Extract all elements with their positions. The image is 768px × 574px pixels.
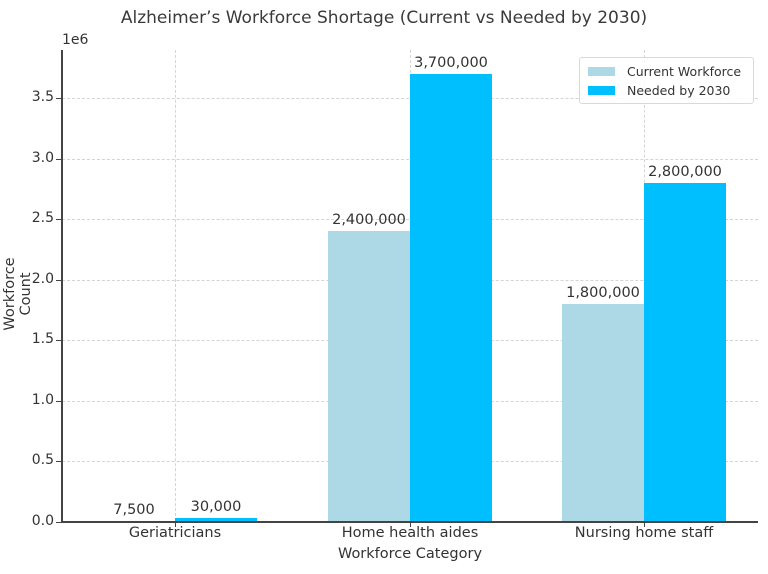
y-tick-label: 2.5 — [31, 210, 54, 227]
legend-swatch-current — [588, 66, 615, 76]
y-tick-mark — [56, 461, 61, 463]
bar-value-label: 1,800,000 — [566, 285, 640, 302]
x-tick-mark — [644, 522, 645, 527]
y-tick-label: 0.0 — [31, 513, 54, 529]
y-tick-label: 1.5 — [31, 331, 54, 348]
legend: Current Workforce Needed by 2030 — [579, 57, 754, 104]
y-tick-mark — [56, 219, 61, 221]
x-tick-mark — [175, 522, 176, 527]
y-tick-label: 3.5 — [31, 89, 54, 106]
x-tick-mark — [410, 522, 411, 527]
y-axis-line — [61, 50, 63, 523]
bar-current-1 — [328, 231, 410, 522]
legend-swatch-needed — [588, 85, 615, 95]
bar-needed-2 — [644, 182, 726, 522]
legend-label-current: Current Workforce — [627, 63, 742, 79]
bar-value-label: 2,800,000 — [648, 163, 722, 180]
y-tick-mark — [56, 340, 61, 342]
bar-current-2 — [562, 304, 644, 522]
x-axis-label: Workforce Category — [337, 546, 483, 562]
y-tick-label: 2.0 — [31, 270, 54, 287]
grid-line-v — [175, 50, 176, 521]
y-offset-label: 1e6 — [62, 32, 89, 48]
y-tick-label: 3.0 — [31, 149, 54, 166]
bar-value-label: 3,700,000 — [414, 54, 488, 71]
bar-needed-0 — [175, 518, 257, 522]
legend-item-needed: Needed by 2030 — [588, 82, 730, 98]
y-tick-mark — [56, 158, 61, 160]
x-tick-label: Home health aides — [341, 525, 479, 541]
y-tick-mark — [56, 400, 61, 402]
x-tick-label: Nursing home staff — [574, 525, 714, 541]
bar-value-label: 7,500 — [113, 502, 155, 518]
y-tick-label: 0.5 — [31, 452, 54, 469]
x-tick-label: Geriatricians — [128, 525, 222, 541]
y-tick-mark — [56, 522, 61, 523]
y-tick-mark — [56, 279, 61, 281]
bar-needed-1 — [410, 73, 492, 522]
bar-value-label: 2,400,000 — [332, 212, 406, 229]
chart-title: Alzheimer’s Workforce Shortage (Current … — [120, 8, 648, 28]
legend-item-current: Current Workforce — [588, 63, 741, 79]
bar-value-label: 30,000 — [190, 499, 242, 516]
y-axis-label: Workforce Count — [2, 257, 34, 331]
x-axis-line — [61, 521, 758, 523]
y-tick-label: 1.0 — [31, 391, 54, 408]
y-tick-mark — [56, 98, 61, 100]
legend-label-needed: Needed by 2030 — [627, 82, 731, 98]
